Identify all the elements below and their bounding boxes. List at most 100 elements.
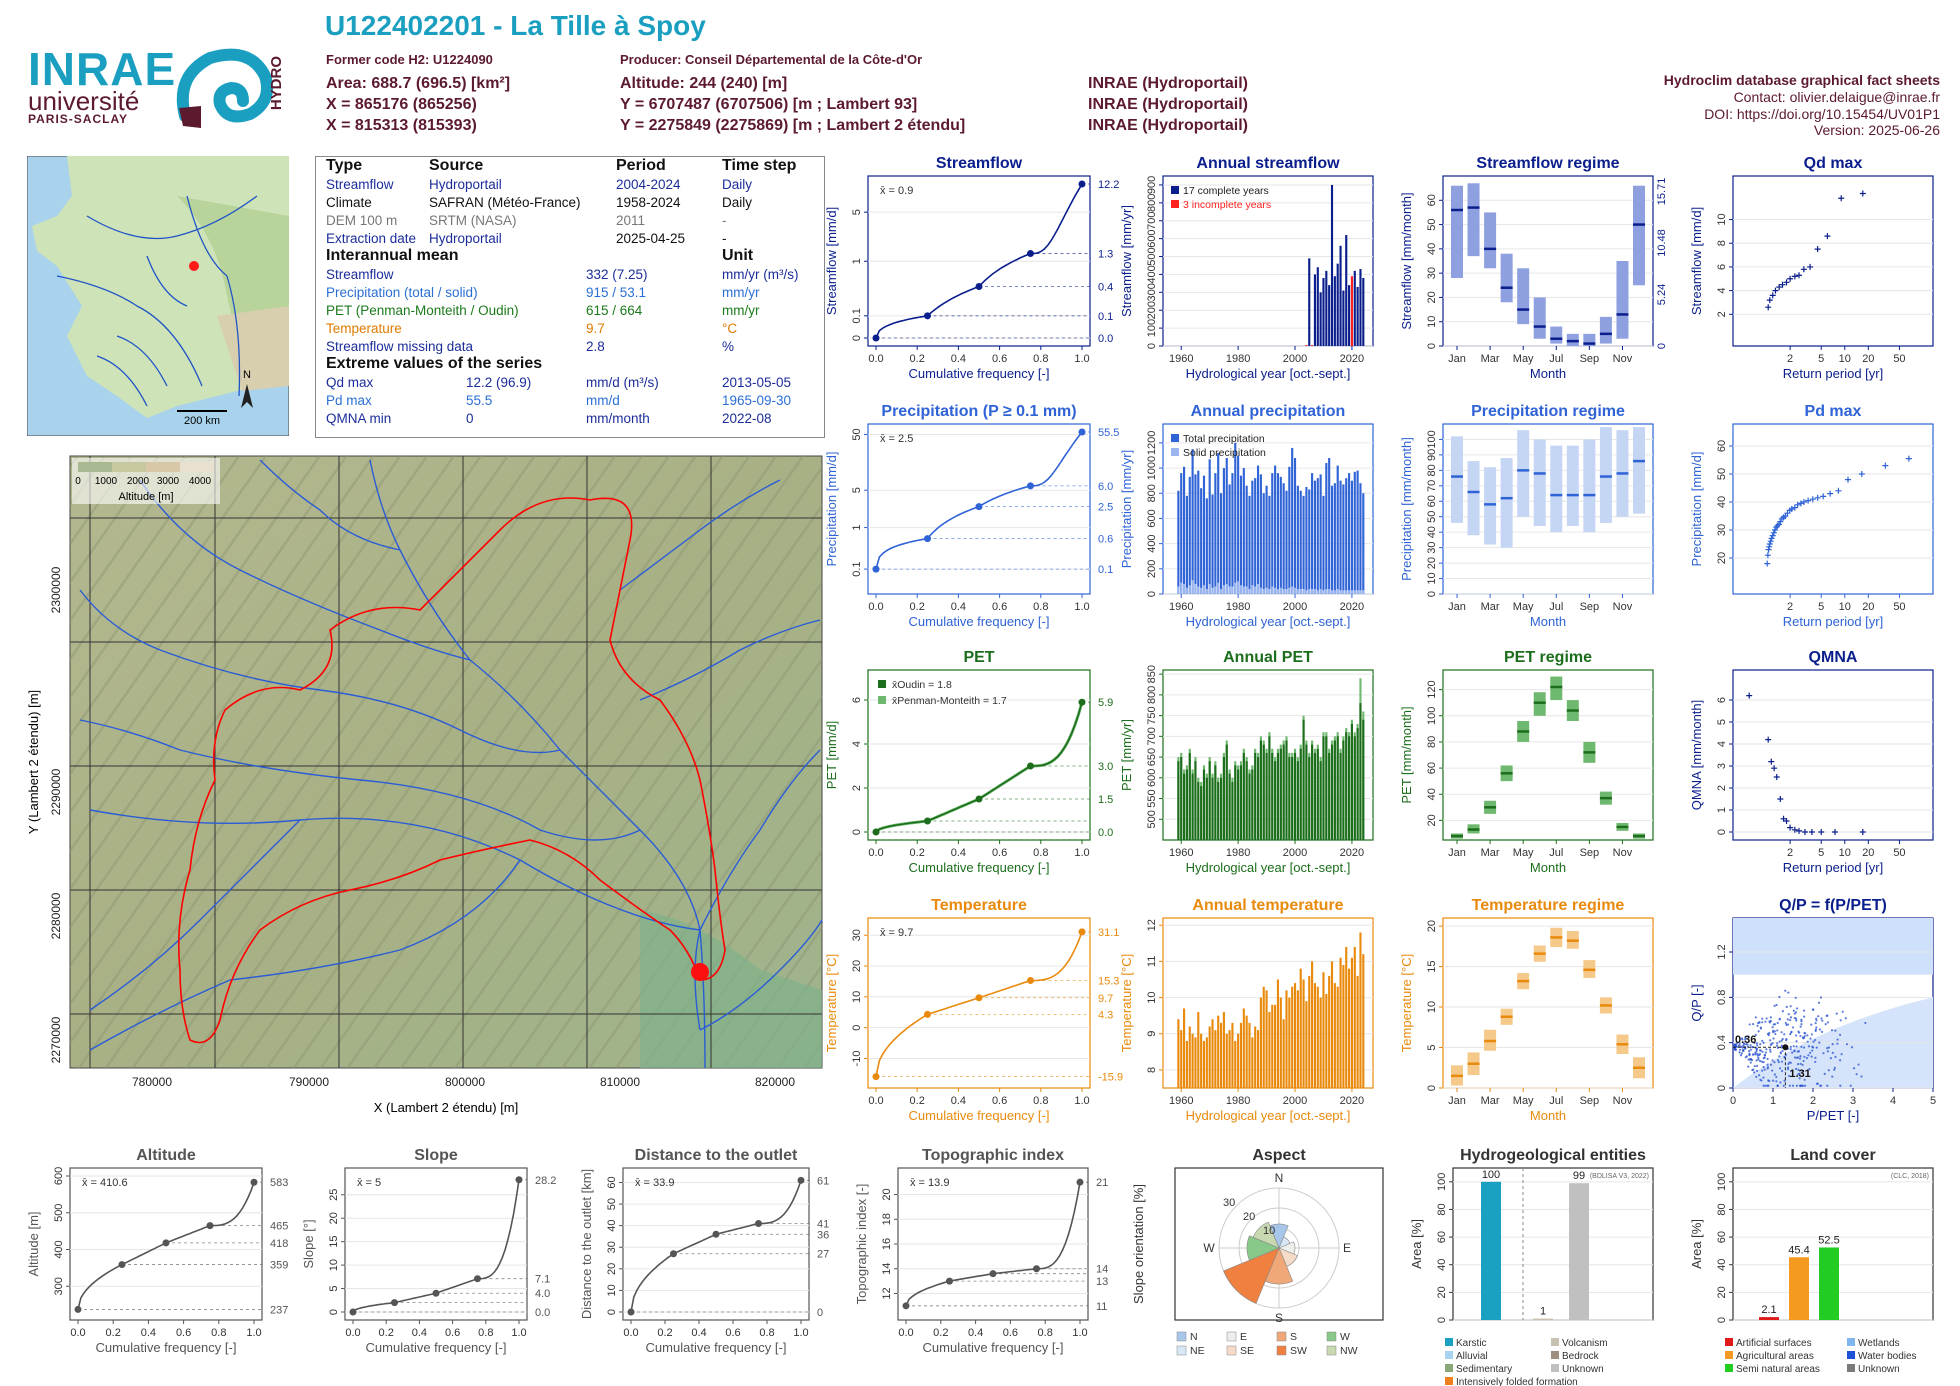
annual_temperature-bar: [1305, 1001, 1308, 1088]
annual_pet-bar: [1325, 736, 1328, 840]
db-title: Hydroclim database graphical fact sheets: [1663, 72, 1940, 88]
precipitation-xlabel: Cumulative frequency [-]: [909, 614, 1050, 629]
qp-point: [1754, 1016, 1757, 1019]
qp-point: [1739, 1054, 1743, 1057]
version: Version: 2025-06-26: [1813, 122, 1940, 138]
pd_max-point: [1820, 493, 1827, 500]
info-head-timestep: Time step: [722, 157, 797, 174]
land_cover-ylabel: Area [%]: [1689, 1219, 1704, 1269]
svg-text:200 km: 200 km: [184, 415, 220, 427]
station-marker: [189, 261, 199, 271]
qp-point: [1800, 1018, 1803, 1021]
hydrogeology-legend-label: Unknown: [1562, 1364, 1604, 1375]
streamflow_regime-ytick-label: 50: [1426, 218, 1438, 230]
precipitation_regime-ytick-label: 10: [1426, 572, 1438, 584]
annual_streamflow-ytick-label: 400: [1146, 265, 1158, 283]
qp-point: [1809, 1051, 1812, 1054]
altitude_cdf-ytick-label: 500: [53, 1204, 65, 1222]
distance_cdf-ytick-label: 50: [606, 1198, 618, 1210]
annual_temperature-bar: [1259, 997, 1262, 1088]
precipitation_regime-xtick-label: Mar: [1481, 601, 1500, 613]
annual_temperature-bar: [1316, 986, 1319, 1088]
pet-quantile-point: [1078, 698, 1086, 706]
info-head-source: Source: [429, 157, 484, 174]
annual_pet-bar: [1231, 781, 1234, 840]
svg-text:Altitude [m]: Altitude [m]: [118, 491, 173, 503]
qp-point: [1763, 1054, 1766, 1057]
annual_precipitation-bar: [1197, 470, 1200, 594]
streamflow-quantile-point: [975, 282, 983, 290]
topo_cdf-title: Topographic index: [922, 1147, 1064, 1164]
precipitation_regime-ytick-label: 0: [1426, 591, 1438, 597]
pd_max-point: [1827, 490, 1834, 497]
extreme-pd-date: 1965-09-30: [722, 393, 792, 408]
hydrogeology-legend-label: Volcanism: [1562, 1338, 1608, 1349]
annual_precipitation-bar-solid: [1336, 588, 1339, 594]
precipitation_regime-box: [1599, 427, 1612, 523]
qd_max-ytick-label: 8: [1716, 240, 1728, 246]
topo_cdf-quantile-point: [902, 1302, 910, 1310]
info-type-streamflow: Streamflow: [326, 177, 394, 192]
annual_streamflow-bar: [1308, 258, 1311, 346]
hydrogeology-legend-label: Karstic: [1456, 1338, 1487, 1349]
map-x-ticks: 780000 790000 800000 810000 820000: [132, 1075, 795, 1089]
streamflow_regime-xtick-label: May: [1513, 353, 1534, 365]
svg-text:820000: 820000: [755, 1075, 795, 1089]
annual_precipitation-bar-solid: [1217, 582, 1220, 594]
annual_pet-bar: [1336, 736, 1339, 840]
mean-precip-unit: mm/yr: [722, 285, 760, 300]
annual_precipitation-bar-solid: [1359, 590, 1362, 594]
annual_precipitation-bar: [1180, 473, 1183, 594]
qp-point: [1840, 1053, 1843, 1056]
hydrogeology-legend-swatch: [1445, 1377, 1453, 1385]
qmna-ytick-label: 4: [1716, 741, 1728, 747]
qmna-point: [1832, 829, 1838, 835]
annual_pet-bar: [1293, 752, 1297, 840]
annual_precipitation-bar: [1217, 452, 1220, 594]
pet_regime-ylabel: PET [mm/month]: [1399, 706, 1414, 803]
annual_pet-bar: [1333, 740, 1336, 840]
precipitation_regime-ylabel: Precipitation [mm/month]: [1399, 437, 1414, 581]
universite-logo: université: [28, 86, 140, 116]
temperature-frame: [867, 917, 1091, 1089]
aspect-legend-label: W: [1340, 1331, 1350, 1343]
streamflow-panel: Streamflow Cumulative frequency [-] Stream…: [824, 155, 1119, 381]
land_cover-legend-swatch: [1847, 1351, 1855, 1359]
aspect-compass-label: W: [1203, 1241, 1215, 1255]
annual_temperature-bar: [1256, 1030, 1260, 1088]
annual_streamflow-ytick-label: 500: [1146, 247, 1158, 265]
annual_pet-bar: [1245, 761, 1248, 840]
svg-text:790000: 790000: [289, 1075, 329, 1089]
annual_precipitation-bar-solid: [1293, 587, 1297, 594]
hydrogeology-legend-swatch: [1445, 1351, 1453, 1359]
qp-point: [1773, 1004, 1776, 1008]
qp-point: [1748, 1054, 1751, 1057]
qmna-ytick-label: 2: [1716, 785, 1728, 791]
map-y-ticks: 2270000 2280000 2290000 2300000: [49, 566, 63, 1063]
precipitation_regime-xtick-label: Jul: [1549, 601, 1563, 613]
qd_max-xtick-label: 2: [1787, 353, 1793, 365]
annual_precipitation-bar-solid: [1322, 590, 1325, 594]
pet-quantile-point: [1027, 762, 1034, 770]
pd_max-point: [1835, 487, 1842, 494]
qp-point: [1815, 1017, 1818, 1020]
pet-xtick-label: 1.0: [1074, 847, 1089, 859]
aspect-legend-label: SE: [1240, 1345, 1254, 1357]
distance_cdf-xtick-label: 0.6: [725, 1327, 740, 1339]
doi: DOI: https://doi.org/10.15454/UV01P1: [1704, 106, 1940, 122]
slope_cdf-xtick-label: 0.6: [445, 1327, 460, 1339]
annual_precipitation-ytick-label: 0: [1146, 591, 1158, 597]
annual_pet-bar: [1282, 744, 1285, 840]
extreme-qd-value: 12.2 (96.9): [466, 375, 532, 390]
annual_temperature-bar: [1177, 1019, 1180, 1088]
annual_precipitation-bar-solid: [1316, 590, 1319, 594]
temperature_regime-panel: Temperature regime Month Temperature [°C] 0…: [1399, 897, 1654, 1123]
altitude_cdf-xtick-label: 0.8: [211, 1327, 226, 1339]
qp-point: [1757, 1030, 1760, 1033]
streamflow-quantile-label: 0.4: [1098, 281, 1113, 293]
mean-streamflow-value: 332 (7.25): [586, 267, 648, 282]
annual_temperature-bar: [1274, 1004, 1277, 1088]
qp_ppet-xtick-label: 2: [1810, 1095, 1816, 1107]
annual_precipitation-title: Annual precipitation: [1191, 403, 1346, 420]
hydrogeology-source-note: (BDLISA V3, 2022): [1590, 1173, 1649, 1180]
